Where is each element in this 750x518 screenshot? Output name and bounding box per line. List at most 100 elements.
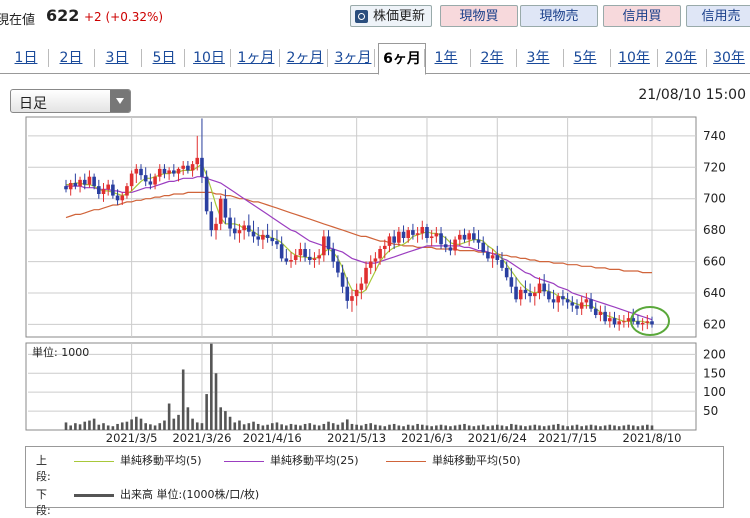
candle-body [626, 318, 631, 322]
volume-bar [500, 425, 504, 430]
margin-sell-button[interactable]: 信用売 [686, 5, 750, 27]
candle-body [289, 260, 293, 262]
volume-bar [355, 424, 358, 430]
candle-body [509, 277, 514, 287]
volume-bar [585, 425, 588, 430]
spot-buy-button[interactable]: 現物買 [440, 5, 518, 27]
tab-10[interactable]: 2年 [480, 50, 504, 66]
tab-8[interactable]: 6ヶ月 [378, 43, 426, 75]
candle-body [176, 168, 181, 174]
candle-body [401, 231, 406, 238]
tab-separator [470, 49, 471, 67]
tab-15[interactable]: 30年 [713, 50, 745, 66]
volume-bar [360, 425, 363, 430]
candle-body [490, 255, 495, 259]
tab-14[interactable]: 20年 [665, 50, 697, 66]
spot-sell-button[interactable]: 現物売 [520, 5, 598, 27]
candle-body [157, 168, 162, 177]
candle-body [317, 255, 321, 259]
update-price-button[interactable]: 株価更新 [350, 5, 432, 27]
candle-body [186, 165, 190, 171]
volume-bar [622, 425, 626, 430]
candle-body [523, 289, 528, 293]
candle-body [514, 286, 518, 300]
interval-select[interactable]: 日足 [10, 89, 131, 113]
candle-body [148, 181, 153, 185]
candle-body [303, 249, 307, 257]
candle-body [223, 198, 228, 218]
candle-body [504, 267, 509, 278]
volume-bar [392, 423, 396, 430]
tab-13[interactable]: 10年 [618, 50, 650, 66]
candle-body [354, 289, 359, 297]
volume-bar [139, 418, 143, 430]
volume-bar [247, 423, 251, 430]
tab-0[interactable]: 1日 [14, 50, 38, 66]
volume-bar [542, 426, 546, 430]
period-tabs: 1日 2日 3日 5日 10日 1ヶ月 2ヶ月 3ヶ月 6ヶ月 1年 2年 3年 5年 10年 20年 30年 [0, 43, 750, 75]
moving-averages [65, 163, 653, 324]
volume-bar [416, 423, 419, 430]
date-tick-label: 2021/4/16 [243, 431, 302, 445]
current-price-value: 622 [46, 6, 80, 25]
candle-body [537, 283, 542, 293]
candle-body [359, 283, 364, 290]
candle-body [495, 255, 500, 260]
volume-bar [64, 422, 68, 430]
volume-bar [200, 423, 204, 430]
volume-bar [341, 422, 344, 430]
tab-6[interactable]: 2ヶ月 [286, 50, 324, 66]
tab-3[interactable]: 5日 [152, 50, 176, 66]
candle-body [467, 233, 471, 240]
date-tick-label: 2021/6/3 [401, 431, 453, 445]
candle-body [547, 291, 551, 300]
volume-bar [547, 425, 551, 430]
tab-2[interactable]: 3日 [105, 50, 129, 66]
volume-bar [238, 420, 241, 430]
legend-ma5: 単純移動平均(5) [74, 452, 202, 468]
candle-body [373, 258, 378, 262]
tab-1[interactable]: 2日 [59, 50, 83, 66]
volume-bar [214, 373, 218, 430]
volume-bar [589, 424, 593, 430]
volume-bar [266, 424, 269, 430]
tab-separator [279, 49, 280, 67]
candle-body [134, 168, 139, 174]
candle-body [101, 189, 106, 194]
volume-bar [149, 424, 152, 430]
candle-body [82, 179, 87, 185]
candle-body [204, 176, 209, 212]
volume-bar [617, 426, 621, 430]
tab-12[interactable]: 5年 [573, 50, 597, 66]
candle-body [322, 236, 326, 256]
candle-body [312, 258, 317, 260]
volume-bar [571, 425, 574, 430]
volume-bar [374, 424, 377, 430]
volume-bar [205, 394, 208, 430]
candle-body [68, 183, 73, 190]
candle-body [598, 311, 603, 315]
tab-4[interactable]: 10日 [193, 50, 225, 66]
tab-9[interactable]: 1年 [434, 50, 458, 66]
volume-bar [481, 424, 485, 430]
date-tick-label: 2021/3/26 [172, 431, 231, 445]
timestamp: 21/08/10 15:00 [638, 87, 746, 103]
volume-bar [538, 425, 541, 430]
tab-7[interactable]: 3ヶ月 [334, 50, 372, 66]
volume-bar [92, 418, 96, 430]
tab-5[interactable]: 1ヶ月 [237, 50, 275, 66]
volume-bar [186, 407, 190, 430]
tab-11[interactable]: 3年 [526, 50, 550, 66]
volume-bar [453, 425, 457, 430]
volume-bar [350, 423, 354, 430]
candle-body [115, 195, 120, 201]
candle-body [64, 186, 68, 190]
margin-buy-button[interactable]: 信用買 [603, 5, 681, 27]
volume-bar [210, 343, 213, 430]
candle-body [636, 321, 640, 325]
price-tick-label: 720 [703, 160, 726, 174]
volume-bar [224, 411, 227, 430]
volume-bar [167, 403, 171, 430]
volume-bar [195, 422, 199, 430]
candle-body [579, 302, 584, 309]
